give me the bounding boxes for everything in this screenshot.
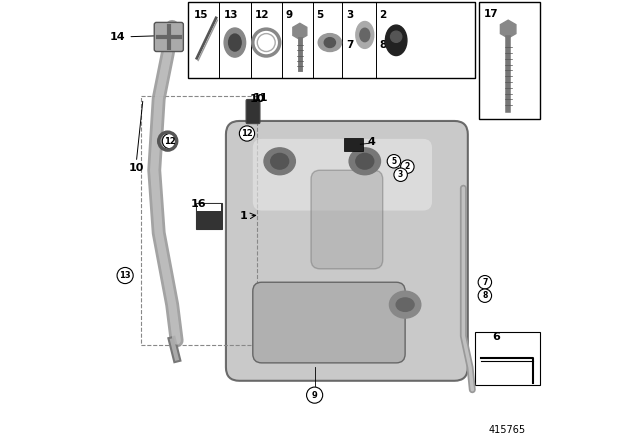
- FancyBboxPatch shape: [196, 203, 222, 229]
- Text: 5: 5: [316, 10, 324, 20]
- Text: 7: 7: [346, 40, 353, 50]
- Text: 9: 9: [312, 391, 317, 400]
- Ellipse shape: [264, 148, 296, 175]
- Text: 415765: 415765: [489, 425, 526, 435]
- Circle shape: [394, 168, 408, 181]
- Text: 5: 5: [391, 157, 397, 166]
- Circle shape: [307, 387, 323, 403]
- Text: 7: 7: [482, 278, 488, 287]
- Ellipse shape: [356, 153, 374, 169]
- FancyBboxPatch shape: [154, 22, 184, 52]
- FancyBboxPatch shape: [311, 170, 383, 269]
- Text: 14: 14: [109, 32, 125, 42]
- Circle shape: [401, 160, 414, 173]
- Text: 12: 12: [164, 137, 176, 146]
- Ellipse shape: [360, 28, 370, 42]
- Ellipse shape: [271, 153, 289, 169]
- FancyBboxPatch shape: [479, 2, 540, 119]
- Ellipse shape: [324, 38, 335, 47]
- FancyBboxPatch shape: [188, 2, 475, 78]
- Circle shape: [163, 134, 177, 149]
- Ellipse shape: [396, 298, 414, 311]
- Text: 12: 12: [255, 10, 269, 20]
- FancyBboxPatch shape: [226, 121, 468, 381]
- Circle shape: [478, 276, 492, 289]
- FancyBboxPatch shape: [475, 332, 540, 385]
- Text: 10: 10: [129, 163, 144, 173]
- Text: 11: 11: [253, 93, 269, 103]
- Text: 13: 13: [119, 271, 131, 280]
- Ellipse shape: [390, 31, 402, 43]
- Text: 6: 6: [492, 332, 500, 342]
- FancyBboxPatch shape: [197, 204, 221, 211]
- Ellipse shape: [356, 22, 374, 48]
- FancyBboxPatch shape: [253, 282, 405, 363]
- Text: 2: 2: [380, 10, 387, 20]
- Text: 10: 10: [250, 94, 265, 103]
- Text: 8: 8: [482, 291, 488, 300]
- Text: 3: 3: [398, 170, 403, 179]
- Text: 4: 4: [367, 138, 376, 147]
- Text: 17: 17: [484, 9, 498, 19]
- Ellipse shape: [385, 25, 407, 56]
- Ellipse shape: [228, 34, 241, 51]
- Ellipse shape: [318, 34, 342, 52]
- Text: 1: 1: [240, 211, 248, 221]
- Ellipse shape: [389, 291, 421, 318]
- Text: 2: 2: [404, 162, 410, 171]
- Ellipse shape: [224, 28, 246, 57]
- Circle shape: [387, 155, 401, 168]
- Text: 15: 15: [194, 10, 208, 20]
- FancyBboxPatch shape: [344, 138, 363, 151]
- Circle shape: [478, 289, 492, 302]
- FancyBboxPatch shape: [246, 99, 260, 124]
- Text: 16: 16: [190, 199, 206, 209]
- Text: 12: 12: [241, 129, 253, 138]
- Ellipse shape: [349, 148, 380, 175]
- Circle shape: [239, 126, 255, 141]
- Text: 9: 9: [285, 10, 292, 20]
- FancyBboxPatch shape: [253, 139, 432, 211]
- Circle shape: [117, 267, 133, 284]
- Text: 3: 3: [346, 10, 353, 20]
- Text: 13: 13: [224, 10, 238, 20]
- Text: 8: 8: [380, 40, 387, 50]
